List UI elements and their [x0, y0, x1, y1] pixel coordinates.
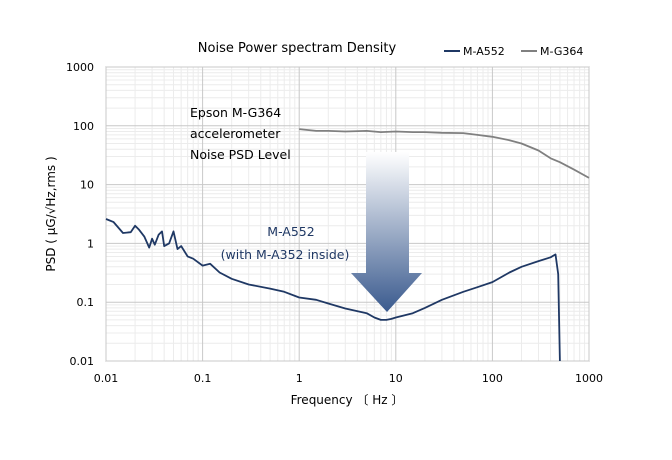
annotation-m-g364-line-2: accelerometer	[190, 126, 281, 141]
plot-area	[105, 66, 590, 362]
annotation-m-a552: M-A552 (with M-A352 inside)	[221, 224, 350, 262]
annotation-m-g364-line-3: Noise PSD Level	[190, 147, 291, 162]
chart-title: Noise Power spectram Density	[198, 41, 397, 56]
x-tick-label: 0.1	[194, 372, 212, 385]
y-axis-title: PSD ( μG/√Hz,rms )	[44, 156, 58, 271]
down-arrow-icon	[351, 152, 422, 312]
annotation-m-g364-line-1: Epson M-G364	[190, 105, 281, 120]
x-tick-label: 10	[389, 372, 403, 385]
series-layer	[105, 128, 590, 362]
y-tick-label: 100	[73, 120, 94, 133]
x-tick-label: 0.01	[94, 372, 119, 385]
annotation-m-g364: Epson M-G364 accelerometer Noise PSD Lev…	[190, 105, 291, 162]
y-axis-ticks: 0.01 0.1 1 10 100 1000	[66, 61, 94, 368]
x-axis-title: Frequency 〔 Hz 〕	[291, 393, 404, 407]
series-line-m-a552	[105, 218, 561, 362]
x-axis-ticks: 0.01 0.1 1 10 100 1000	[94, 372, 603, 385]
y-tick-label: 1	[87, 237, 94, 250]
series-line-m-g364	[299, 128, 590, 179]
legend-label-m-g364: M-G364	[540, 45, 583, 58]
y-tick-label: 0.01	[70, 355, 95, 368]
annotation-m-a552-line-2: (with M-A352 inside)	[221, 247, 350, 262]
legend: M-A552 M-G364	[444, 45, 583, 58]
y-tick-label: 1000	[66, 61, 94, 74]
x-tick-label: 1000	[575, 372, 603, 385]
annotation-m-a552-line-1: M-A552	[267, 224, 314, 239]
x-tick-label: 100	[482, 372, 503, 385]
minor-gridlines	[106, 67, 589, 361]
y-tick-label: 0.1	[77, 296, 95, 309]
legend-label-m-a552: M-A552	[463, 45, 505, 58]
y-tick-label: 10	[80, 179, 94, 192]
x-tick-label: 1	[296, 372, 303, 385]
